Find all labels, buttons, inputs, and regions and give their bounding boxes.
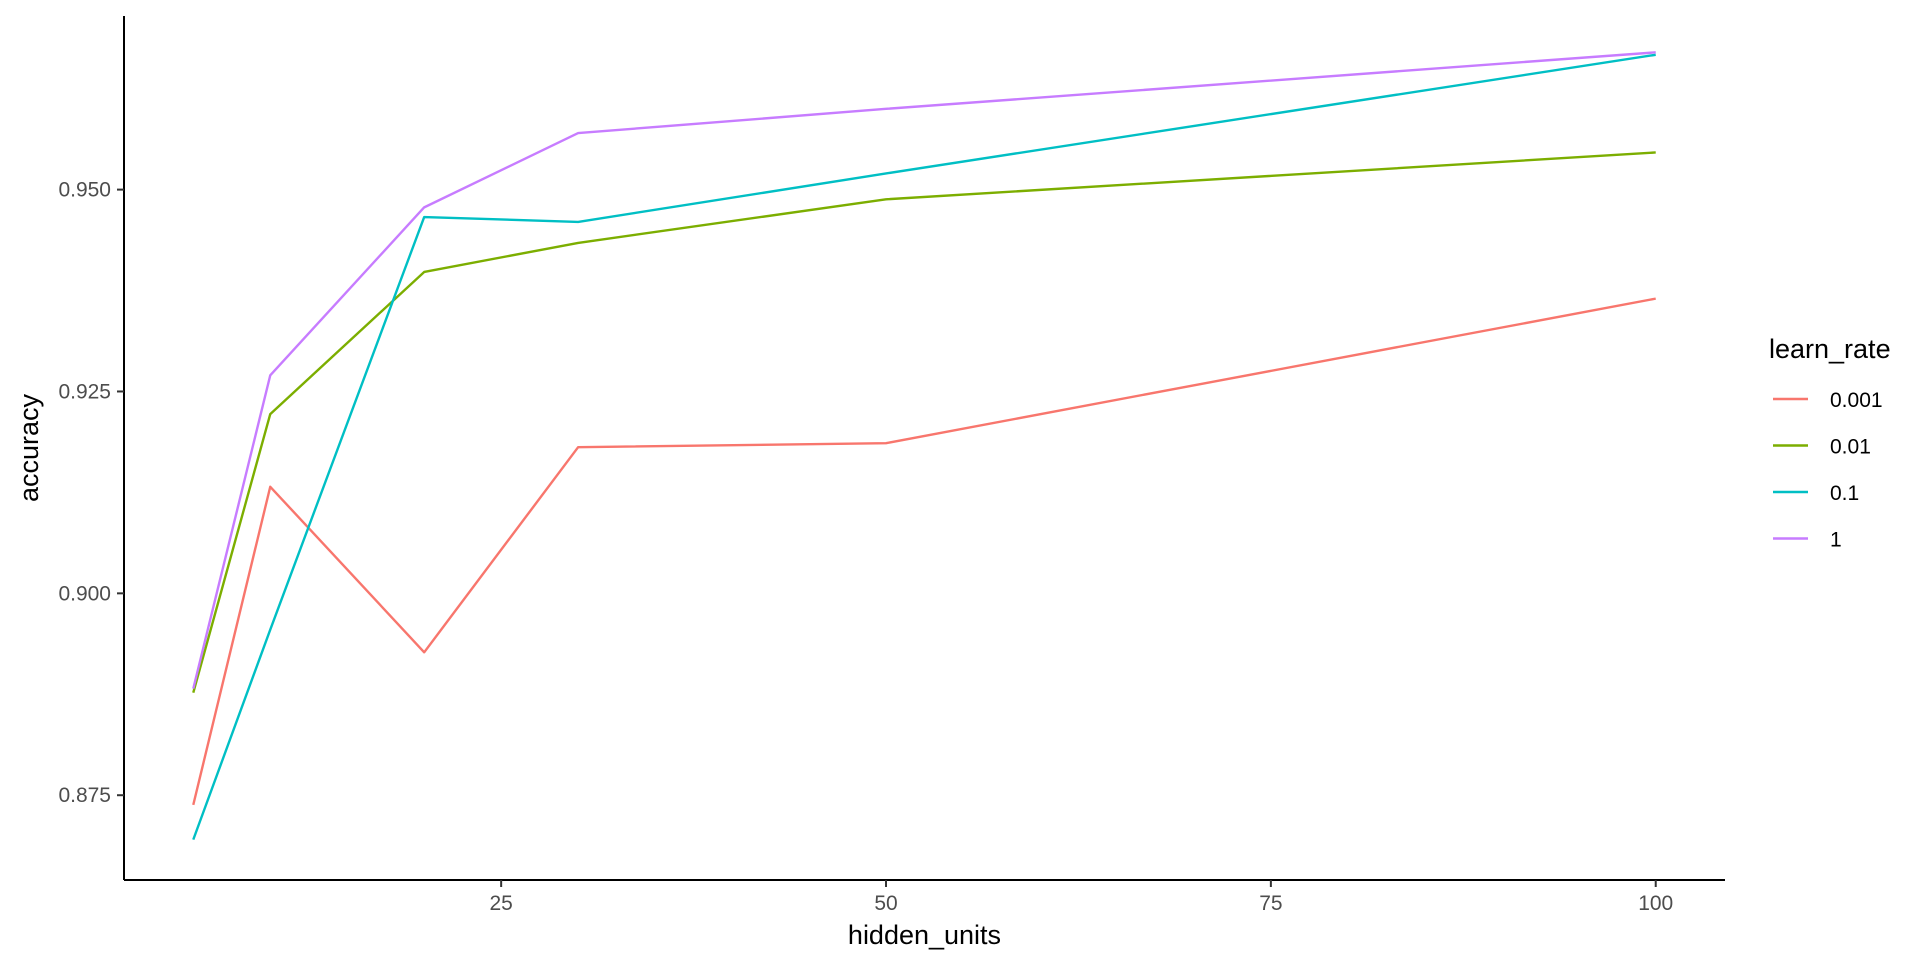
legend-label-0.01: 0.01 xyxy=(1830,436,1871,459)
series-line-1 xyxy=(192,51,1656,689)
y-tick-label: 0.950 xyxy=(58,179,111,202)
y-tick-label: 0.875 xyxy=(58,784,111,807)
legend-title: learn_rate xyxy=(1769,334,1891,364)
series-line-0.001 xyxy=(192,297,1656,806)
axes: 0.875 0.900 0.925 0.950 25 50 75 100 hidden_unit… xyxy=(14,16,1725,950)
series-line-0.1 xyxy=(192,53,1656,841)
x-tick-label: 100 xyxy=(1638,892,1673,915)
legend-label-1: 1 xyxy=(1830,529,1842,552)
legend-label-0.1: 0.1 xyxy=(1830,482,1859,505)
legend: learn_rate 0.001 0.01 0.1 1 xyxy=(1769,334,1891,552)
plot-area xyxy=(192,51,1656,841)
y-tick-label: 0.900 xyxy=(58,582,111,605)
legend-label-0.001: 0.001 xyxy=(1830,389,1883,412)
y-tick-label: 0.925 xyxy=(58,380,111,403)
series-line-0.01 xyxy=(192,151,1656,693)
x-tick-label: 50 xyxy=(874,892,897,915)
y-axis-title: accuracy xyxy=(14,393,44,502)
x-tick-label: 75 xyxy=(1259,892,1282,915)
x-tick-label: 25 xyxy=(489,892,512,915)
x-axis-title: hidden_units xyxy=(848,920,1001,950)
